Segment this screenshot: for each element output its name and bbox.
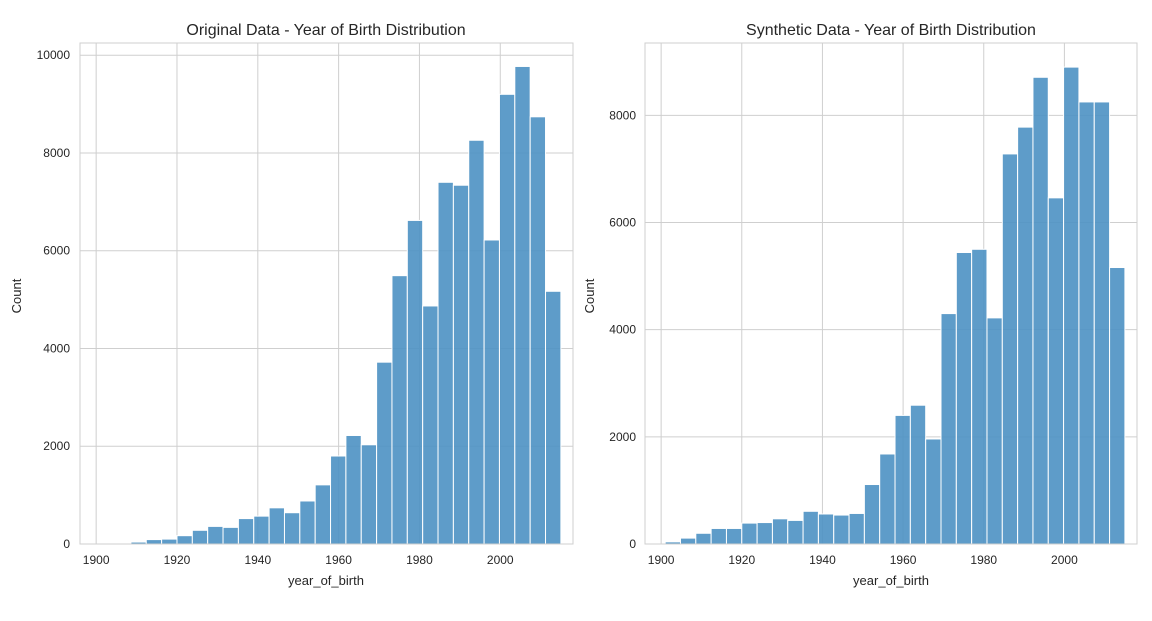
- histogram-bar: [346, 435, 361, 544]
- histogram-bar: [1018, 127, 1033, 544]
- histogram-bar: [941, 314, 956, 544]
- y-axis-label-synthetic: Count: [582, 278, 597, 313]
- x-axis-label-synthetic: year_of_birth: [853, 573, 929, 588]
- histogram-bar: [208, 526, 223, 544]
- histogram-bar: [696, 533, 711, 544]
- bars: [100, 66, 561, 544]
- histogram-bar: [757, 523, 772, 544]
- histogram-bar: [987, 318, 1002, 544]
- y-tick-label: 2000: [43, 439, 70, 453]
- histogram-bar: [499, 94, 514, 544]
- x-tick-label: 1920: [728, 553, 755, 567]
- x-axis-label-original: year_of_birth: [288, 573, 364, 588]
- histogram-bar: [484, 240, 499, 544]
- histogram-bar: [849, 513, 864, 544]
- histogram-bar: [895, 415, 910, 544]
- histogram-bar: [177, 536, 192, 544]
- x-tick-label: 1940: [809, 553, 836, 567]
- x-tick-label: 1980: [970, 553, 997, 567]
- y-tick-label: 8000: [609, 108, 636, 122]
- histogram-bar: [284, 513, 299, 544]
- histogram-bar: [361, 445, 376, 544]
- histogram-bar: [223, 527, 238, 544]
- y-tick-label: 4000: [43, 341, 70, 355]
- histogram-bar: [956, 253, 971, 544]
- histogram-bar: [910, 405, 925, 544]
- histogram-bar: [1064, 67, 1079, 544]
- histogram-bar: [772, 519, 787, 544]
- histogram-bar: [530, 117, 545, 544]
- y-axis-label-original: Count: [9, 278, 24, 313]
- histogram-bar: [331, 456, 346, 544]
- histogram-bar: [192, 530, 207, 544]
- y-tick-label: 8000: [43, 146, 70, 160]
- histogram-bar: [788, 520, 803, 544]
- histogram-bar: [146, 540, 161, 544]
- histogram-bar: [453, 185, 468, 544]
- y-tick-label: 4000: [609, 323, 636, 337]
- x-tick-label: 1900: [648, 553, 675, 567]
- y-tick-label: 6000: [43, 244, 70, 258]
- histogram-bar: [1094, 102, 1109, 544]
- chart-title-original: Original Data - Year of Birth Distributi…: [186, 22, 465, 39]
- y-tick-label: 6000: [609, 216, 636, 230]
- histogram-bar: [818, 514, 833, 544]
- histogram-bar: [803, 511, 818, 544]
- histogram-bar: [680, 538, 695, 544]
- histogram-bar: [926, 439, 941, 544]
- x-tick-label: 1960: [325, 553, 352, 567]
- histogram-bar: [469, 140, 484, 544]
- histogram-bar: [742, 523, 757, 544]
- histogram-bar: [315, 485, 330, 544]
- y-tick-label: 0: [629, 537, 636, 551]
- histogram-bar: [162, 539, 177, 544]
- histogram-bar: [1048, 198, 1063, 544]
- bars: [665, 67, 1125, 544]
- histogram-bar: [972, 249, 987, 544]
- x-tick-label: 2000: [1051, 553, 1078, 567]
- histogram-bar: [392, 276, 407, 544]
- x-tick-label: 1920: [164, 553, 191, 567]
- y-tick-label: 0: [63, 537, 70, 551]
- histogram-bar: [238, 519, 253, 544]
- histogram-bar: [407, 220, 422, 544]
- histogram-bar: [546, 291, 561, 544]
- histogram-bar: [377, 362, 392, 544]
- histogram-bar: [711, 528, 726, 544]
- histogram-bar: [1110, 268, 1125, 544]
- x-tick-label: 2000: [487, 553, 514, 567]
- chart-title-synthetic: Synthetic Data - Year of Birth Distribut…: [746, 22, 1036, 39]
- histogram-bar: [834, 515, 849, 544]
- histogram-bar: [438, 182, 453, 544]
- x-tick-label: 1940: [244, 553, 271, 567]
- histogram-bar: [1079, 102, 1094, 544]
- y-tick-label: 2000: [609, 430, 636, 444]
- histogram-bar: [1033, 77, 1048, 544]
- histogram-bar: [726, 528, 741, 544]
- chart-synthetic: Synthetic Data - Year of Birth Distribut…: [582, 22, 1137, 588]
- x-tick-label: 1980: [406, 553, 433, 567]
- histogram-bar: [864, 485, 879, 544]
- histogram-bar: [300, 501, 315, 544]
- chart-original: Original Data - Year of Birth Distributi…: [9, 22, 573, 588]
- histogram-bar: [1002, 154, 1017, 544]
- histogram-bar: [269, 508, 284, 544]
- y-tick-label: 10000: [37, 48, 71, 62]
- histogram-bar: [880, 454, 895, 544]
- histogram-bar: [254, 516, 269, 544]
- histogram-bar: [515, 66, 530, 544]
- x-tick-label: 1960: [890, 553, 917, 567]
- x-tick-label: 1900: [83, 553, 110, 567]
- histogram-bar: [423, 306, 438, 544]
